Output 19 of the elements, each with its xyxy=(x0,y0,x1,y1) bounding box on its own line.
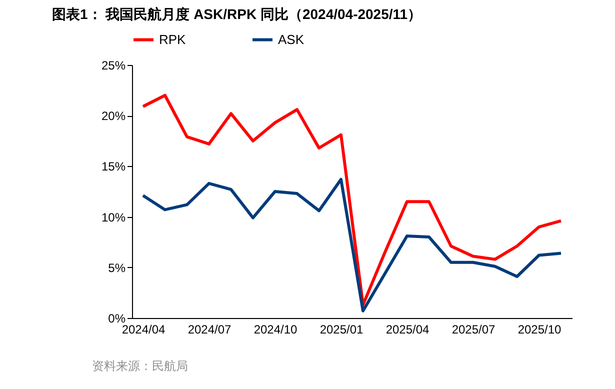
x-tick-label: 2025/10 xyxy=(518,322,562,336)
line-series xyxy=(142,178,562,312)
legend-label: ASK xyxy=(278,32,304,47)
text: 资料来源：民航局 xyxy=(92,359,188,373)
y-tick-label: 15% xyxy=(101,160,126,174)
y-tick-label: 20% xyxy=(101,109,126,124)
legend-label: RPK xyxy=(159,32,186,47)
x-tick-label: 2024/07 xyxy=(188,322,232,336)
y-tick-label: 10% xyxy=(101,210,126,224)
x-tick-label: 2024/10 xyxy=(254,322,298,336)
x-tick-label: 2025/07 xyxy=(452,322,496,336)
x-tick-label: 2025/01 xyxy=(320,322,364,336)
chart-title: 图表1： 我国民航月度 ASK/RPK 同比（2024/04-2025/11） xyxy=(52,6,422,22)
x-tick-label: 2025/04 xyxy=(386,322,430,336)
x-tick-label: 2024/04 xyxy=(122,322,166,336)
line-series xyxy=(142,94,562,306)
y-tick-label: 25% xyxy=(101,58,126,72)
y-tick-label: 0% xyxy=(108,312,126,326)
y-tick-label: 5% xyxy=(108,260,126,275)
